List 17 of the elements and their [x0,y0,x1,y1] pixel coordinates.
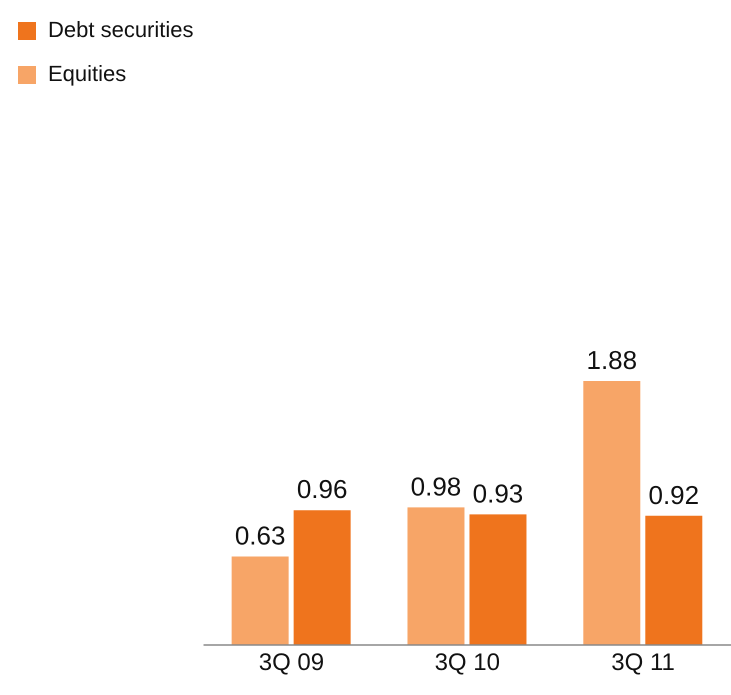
data-label: 0.96 [296,474,348,504]
x-tick-label: 3Q 11 [611,649,675,676]
legend-label: Equities [48,61,126,86]
x-tick-label: 3Q 10 [434,649,500,676]
bar [407,507,464,645]
bar [232,556,289,645]
data-label: 0.93 [472,478,524,508]
bar [294,510,351,645]
data-label: 1.88 [586,345,638,375]
data-label: 0.63 [234,520,286,551]
data-label: 0.92 [648,480,700,510]
bar [645,516,702,645]
legend-label: Debt securities [48,17,194,42]
bar [469,514,526,645]
x-tick-label: 3Q 09 [258,649,324,676]
bar [583,381,640,645]
data-label: 0.98 [410,471,462,502]
